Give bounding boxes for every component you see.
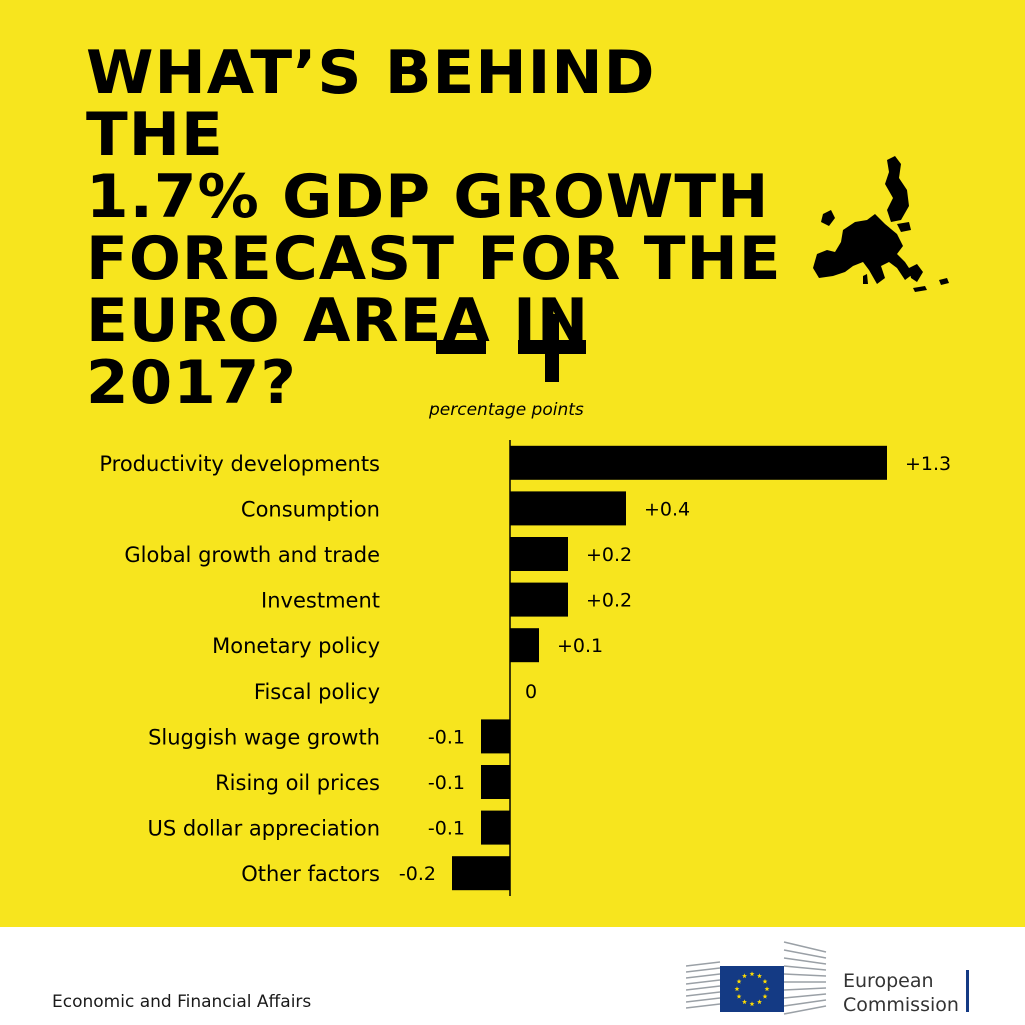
unit-label: percentage points [429,400,584,420]
bar-2 [510,537,568,571]
eu-star-icon [749,971,755,977]
category-label: Sluggish wage growth [148,725,380,749]
title-line-3: FORECAST FOR THE [86,224,782,294]
value-label: +0.2 [586,544,632,566]
europe-map-icon [813,156,949,292]
eu-star-icon [762,993,768,999]
value-label: -0.1 [428,772,465,794]
value-label: 0 [525,681,537,703]
eu-star-icon [734,986,740,992]
organisation-name-line-1: European [843,970,934,992]
berlaymont-lines-icon [686,941,827,1015]
bar-7 [481,765,510,799]
bar-1 [510,491,626,526]
title-line-1: WHAT’S BEHIND THE [86,38,656,170]
bar-6 [481,719,510,754]
eu-star-icon [757,973,762,979]
chart-layer: Productivity developments +1.3 Consumption… [99,440,951,896]
department-name: Economic and Financial Affairs [52,992,312,1012]
page-title: WHAT’S BEHIND THE 1.7% GDP GROWTH FORECA… [86,42,800,414]
eu-star-icon [742,999,747,1005]
yellow-panel: WHAT’S BEHIND THE 1.7% GDP GROWTH FORECA… [0,0,1025,927]
category-label: Rising oil prices [215,771,380,795]
map-greece-shape [909,264,923,282]
eu-star-icon [762,978,768,984]
value-label: +0.2 [586,590,632,612]
value-label: +0.1 [557,635,603,657]
category-label: Monetary policy [212,634,380,658]
category-label: Consumption [241,497,380,521]
map-ireland-shape [821,210,835,226]
bar-0 [510,445,887,480]
bar-8 [481,810,510,845]
category-label: Other factors [241,862,380,886]
logo-divider [966,970,969,1012]
bar-9 [452,856,510,891]
value-label: -0.2 [399,863,436,885]
map-sardinia-shape [863,274,868,284]
organisation-name-line-2: Commission [843,994,959,1016]
eu-stars-icon [734,971,770,1007]
title-line-4: EURO AREA IN 2017? [86,286,590,418]
eu-star-icon [736,993,742,999]
category-label: Fiscal policy [254,680,380,704]
value-label: -0.1 [428,726,465,748]
bar-4 [510,628,539,663]
european-commission-logo [686,941,827,1015]
map-finland-shape [885,156,909,222]
map-crete-shape [913,286,927,292]
eu-star-icon [742,973,747,979]
minus-sign-icon [436,340,486,354]
map-continent-shape [813,214,913,284]
eu-star-icon [757,999,762,1005]
category-label: Global growth and trade [124,543,380,567]
bar-chart: Productivity developments +1.3 Consumption… [99,440,951,896]
value-label: -0.1 [428,818,465,840]
bar-3 [510,582,568,617]
map-cyprus-shape [939,278,949,285]
eu-star-icon [764,986,770,992]
eu-star-icon [736,978,742,984]
plus-sign-icon-vertical [545,314,559,382]
eu-star-icon [749,1001,755,1007]
title-line-2: 1.7% GDP GROWTH [86,162,770,232]
category-label: US dollar appreciation [148,817,381,841]
organisation-name: European Commission [843,969,959,1017]
value-label: +1.3 [905,453,951,475]
category-label: Productivity developments [99,452,380,476]
value-label: +0.4 [644,498,690,520]
category-label: Investment [261,589,380,613]
map-estonia-shape [897,222,911,232]
